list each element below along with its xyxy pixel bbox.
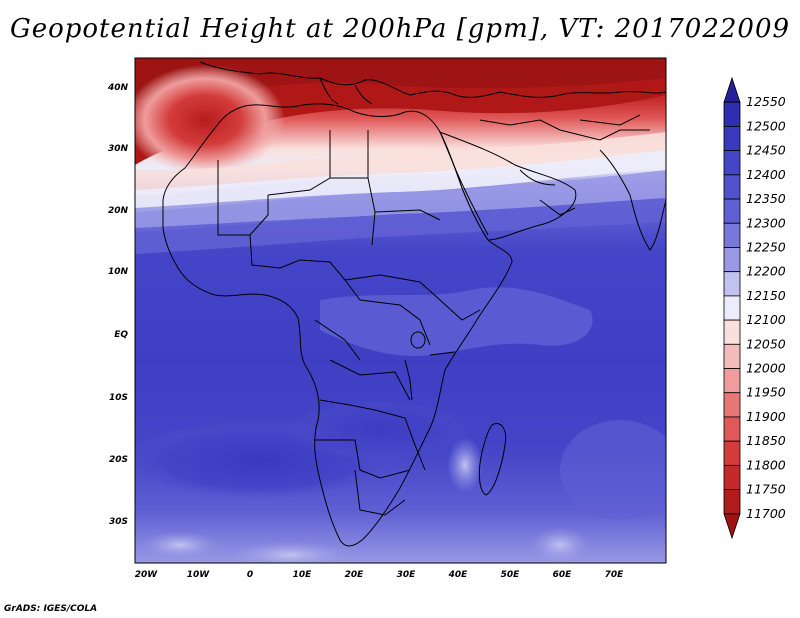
colorbar-level-label: 12450 [746,143,786,158]
lon-tick-label: 20E [345,570,365,580]
colorbar-level-label: 11750 [746,482,786,497]
colorbar-swatch [723,222,741,248]
colorbar-level-label: 12150 [746,288,786,303]
colorbar-swatch [723,368,741,394]
colorbar-swatch [723,174,741,200]
lon-tick-label: 60E [553,570,573,580]
colorbar-level-label: 12500 [746,118,786,133]
colorbar-swatch [723,150,741,176]
colorbar-swatch [723,416,741,442]
colorbar-level-label: 11700 [746,506,786,521]
colorbar-swatch [723,76,741,103]
colorbar-level-label: 12200 [746,264,786,279]
colorbar-level-label: 12250 [746,239,786,254]
colorbar: 12550 12500 12450 12400 12350 12300 12250 12200… [723,76,786,540]
lat-tick-label: EQ [114,330,128,340]
height-field [135,58,666,563]
colorbar-level-label: 11950 [746,385,786,400]
colorbar-level-label: 12000 [746,361,786,376]
latitude-axis: 40N 30N 20N 10N EQ 10S 20S 30S [107,83,129,527]
colorbar-swatch [723,440,741,466]
colorbar-swatch [723,513,741,540]
lon-tick-label: 10W [187,570,211,580]
lat-tick-label: 20N [108,206,129,216]
lat-tick-label: 10N [108,267,129,277]
colorbar-level-label: 12100 [746,312,786,327]
lon-tick-label: 10E [293,570,313,580]
colorbar-swatch [723,489,741,515]
colorbar-swatch [723,101,741,127]
credit-label: GrADS: IGES/COLA [4,604,98,614]
colorbar-swatch [723,198,741,224]
colorbar-level-label: 11800 [746,457,786,472]
colorbar-level-label: 12350 [746,191,786,206]
lon-tick-label: 0 [247,570,253,580]
colorbar-swatch [723,126,741,152]
longitude-axis: 20W 10W 0 10E 20E 30E 40E 50E 60E 70E [135,570,624,580]
plot-frame [134,57,667,564]
colorbar-swatch [723,247,741,273]
lon-tick-label: 70E [605,570,625,580]
coastlines [162,61,666,547]
lat-tick-label: 30S [109,517,128,527]
colorbar-level-label: 12550 [746,94,786,109]
lon-tick-label: 20W [135,570,159,580]
colorbar-swatch [723,295,741,321]
lat-tick-label: 10S [109,393,128,403]
lat-tick-label: 20S [109,455,128,465]
lon-tick-label: 50E [501,570,521,580]
colorbar-swatch [723,271,741,297]
map-title: Geopotential Height at 200hPa [gpm], VT:… [9,14,791,44]
colorbar-level-label: 12400 [746,167,786,182]
colorbar-level-label: 12300 [746,215,786,230]
lon-tick-label: 40E [448,570,469,580]
colorbar-swatch [723,319,741,345]
colorbar-level-label: 12050 [746,336,786,351]
colorbar-swatch [723,392,741,418]
lat-tick-label: 30N [108,144,129,154]
lon-tick-label: 30E [397,570,417,580]
colorbar-level-label: 11850 [746,433,786,448]
colorbar-level-label: 11900 [746,409,786,424]
lat-tick-label: 40N [107,83,129,93]
colorbar-swatch [723,343,741,369]
colorbar-swatch [723,464,741,490]
